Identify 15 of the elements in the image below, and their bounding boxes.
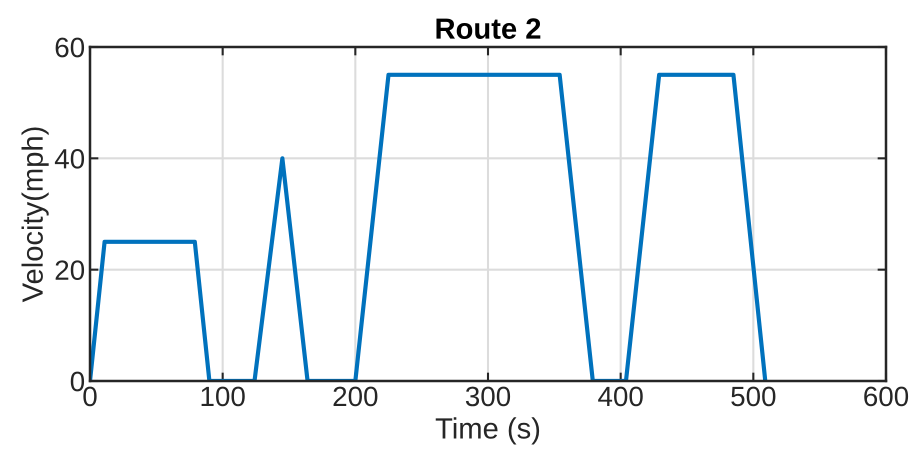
- y-tick-label: 20: [56, 260, 84, 280]
- y-axis-title: Velocity(mph): [22, 127, 49, 302]
- y-tick-label: 60: [56, 38, 84, 58]
- chart-title: Route 2: [436, 18, 540, 39]
- x-axis-title: Time (s): [436, 417, 540, 444]
- x-tick-label: 500: [731, 386, 776, 406]
- x-tick-label: 400: [598, 386, 643, 406]
- x-tick-label: 0: [83, 386, 97, 406]
- line-series: [90, 72, 768, 381]
- x-tick-label: 100: [202, 386, 245, 406]
- x-tick-label: 600: [864, 386, 908, 406]
- y-tick-label: 0: [70, 372, 84, 392]
- x-tick-label: 300: [466, 386, 510, 406]
- x-tick-label: 200: [334, 386, 378, 406]
- y-tick-label: 40: [54, 149, 84, 169]
